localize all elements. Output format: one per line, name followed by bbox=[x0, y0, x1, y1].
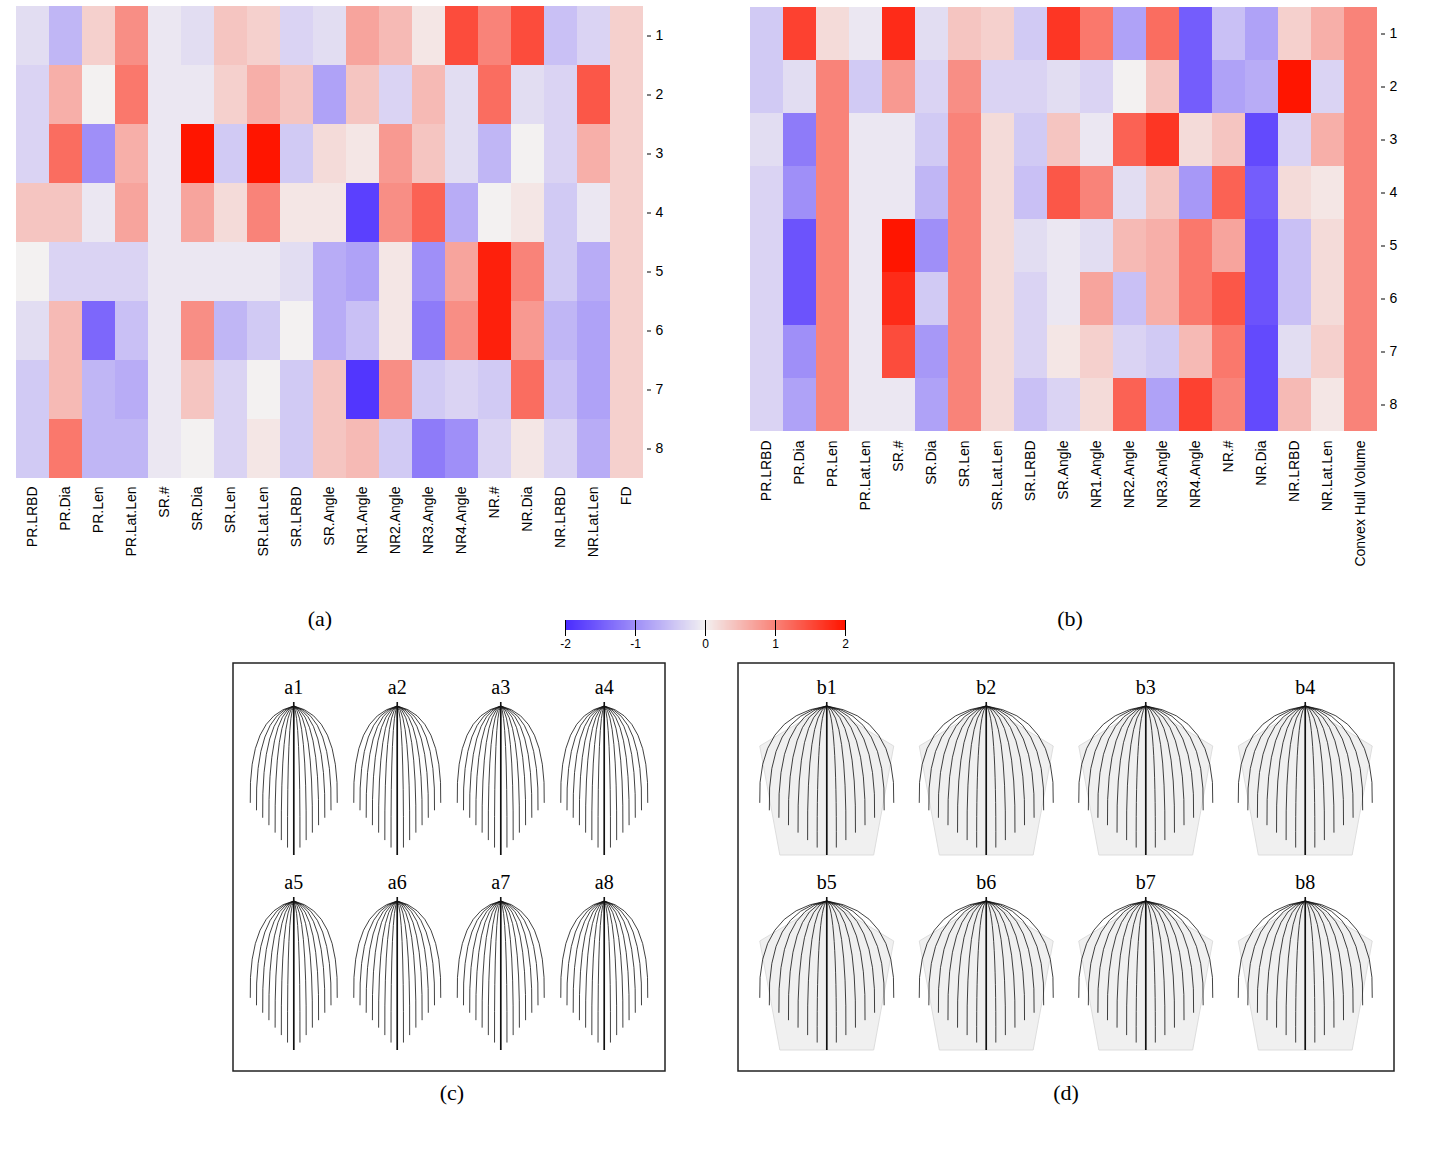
svg-text:NR.#: NR.# bbox=[1220, 440, 1236, 472]
svg-text:a1: a1 bbox=[284, 676, 303, 698]
svg-text:SR.#: SR.# bbox=[156, 486, 172, 517]
svg-text:-1: -1 bbox=[630, 637, 641, 651]
svg-text:PR.Lat.Len: PR.Lat.Len bbox=[123, 487, 139, 557]
svg-text:-2: -2 bbox=[560, 637, 571, 651]
svg-text:NR1.Angle: NR1.Angle bbox=[354, 486, 370, 554]
svg-text:PR.Dia: PR.Dia bbox=[791, 440, 807, 485]
svg-text:2: 2 bbox=[842, 637, 849, 651]
svg-text:1: 1 bbox=[656, 27, 664, 43]
svg-text:NR4.Angle: NR4.Angle bbox=[453, 486, 469, 554]
svg-text:1: 1 bbox=[1390, 25, 1398, 41]
svg-text:PR.Len: PR.Len bbox=[90, 487, 106, 534]
svg-text:2: 2 bbox=[1390, 78, 1398, 94]
svg-text:PR.Lat.Len: PR.Lat.Len bbox=[857, 441, 873, 511]
svg-text:b6: b6 bbox=[976, 871, 996, 893]
svg-text:NR2.Angle: NR2.Angle bbox=[387, 486, 403, 554]
svg-text:Convex Hull Volume: Convex Hull Volume bbox=[1352, 440, 1368, 566]
svg-text:b4: b4 bbox=[1295, 676, 1315, 698]
html-text:(c): (c) bbox=[439, 1080, 465, 1105]
svg-text:b2: b2 bbox=[976, 676, 996, 698]
svg-text:SR.Dia: SR.Dia bbox=[923, 440, 939, 485]
svg-text:1: 1 bbox=[772, 637, 779, 651]
html-text:(b): (b) bbox=[1057, 606, 1083, 631]
svg-text:4: 4 bbox=[656, 204, 664, 220]
svg-text:a6: a6 bbox=[388, 871, 407, 893]
svg-text:a2: a2 bbox=[388, 676, 407, 698]
svg-text:0: 0 bbox=[702, 637, 709, 651]
svg-text:PR.Len: PR.Len bbox=[824, 441, 840, 488]
svg-text:5: 5 bbox=[1390, 237, 1398, 253]
svg-text:SR.LRBD: SR.LRBD bbox=[1022, 441, 1038, 502]
svg-text:SR.Angle: SR.Angle bbox=[321, 486, 337, 545]
svg-text:a5: a5 bbox=[284, 871, 303, 893]
svg-text:NR2.Angle: NR2.Angle bbox=[1121, 440, 1137, 508]
svg-text:b7: b7 bbox=[1136, 871, 1156, 893]
svg-text:NR.#: NR.# bbox=[486, 486, 502, 518]
svg-text:b5: b5 bbox=[817, 871, 837, 893]
svg-text:NR.Lat.Len: NR.Lat.Len bbox=[585, 487, 601, 558]
svg-text:SR.Lat.Len: SR.Lat.Len bbox=[989, 441, 1005, 511]
svg-text:4: 4 bbox=[1390, 184, 1398, 200]
svg-text:NR4.Angle: NR4.Angle bbox=[1187, 440, 1203, 508]
svg-text:SR.LRBD: SR.LRBD bbox=[288, 487, 304, 548]
svg-text:SR.Angle: SR.Angle bbox=[1055, 440, 1071, 499]
svg-text:b8: b8 bbox=[1295, 871, 1315, 893]
svg-text:SR.Lat.Len: SR.Lat.Len bbox=[255, 487, 271, 557]
svg-text:a4: a4 bbox=[595, 676, 614, 698]
html-text:(d): (d) bbox=[1053, 1080, 1079, 1105]
svg-text:6: 6 bbox=[656, 322, 664, 338]
svg-text:PR.Dia: PR.Dia bbox=[57, 486, 73, 531]
svg-text:SR.Dia: SR.Dia bbox=[189, 486, 205, 531]
html-text:(a): (a) bbox=[307, 606, 333, 631]
svg-text:NR.Dia: NR.Dia bbox=[519, 486, 535, 531]
svg-text:8: 8 bbox=[656, 440, 664, 456]
svg-text:2: 2 bbox=[656, 86, 664, 102]
svg-text:SR.Len: SR.Len bbox=[956, 441, 972, 488]
svg-text:NR.Dia: NR.Dia bbox=[1253, 440, 1269, 485]
svg-text:NR.LRBD: NR.LRBD bbox=[1286, 441, 1302, 502]
svg-text:8: 8 bbox=[1390, 396, 1398, 412]
svg-text:FD: FD bbox=[618, 487, 634, 506]
svg-text:a3: a3 bbox=[491, 676, 510, 698]
svg-text:3: 3 bbox=[656, 145, 664, 161]
svg-text:NR3.Angle: NR3.Angle bbox=[1154, 440, 1170, 508]
svg-text:b3: b3 bbox=[1136, 676, 1156, 698]
svg-text:NR.LRBD: NR.LRBD bbox=[552, 487, 568, 548]
svg-text:a7: a7 bbox=[491, 871, 510, 893]
svg-text:3: 3 bbox=[1390, 131, 1398, 147]
svg-text:a8: a8 bbox=[595, 871, 614, 893]
svg-text:7: 7 bbox=[656, 381, 664, 397]
svg-text:7: 7 bbox=[1390, 343, 1398, 359]
svg-text:b1: b1 bbox=[817, 676, 837, 698]
svg-text:PR.LRBD: PR.LRBD bbox=[24, 487, 40, 548]
svg-text:NR1.Angle: NR1.Angle bbox=[1088, 440, 1104, 508]
svg-text:SR.#: SR.# bbox=[890, 440, 906, 471]
svg-text:6: 6 bbox=[1390, 290, 1398, 306]
svg-text:NR.Lat.Len: NR.Lat.Len bbox=[1319, 441, 1335, 512]
svg-text:SR.Len: SR.Len bbox=[222, 487, 238, 534]
svg-text:5: 5 bbox=[656, 263, 664, 279]
svg-text:PR.LRBD: PR.LRBD bbox=[758, 441, 774, 502]
svg-text:NR3.Angle: NR3.Angle bbox=[420, 486, 436, 554]
